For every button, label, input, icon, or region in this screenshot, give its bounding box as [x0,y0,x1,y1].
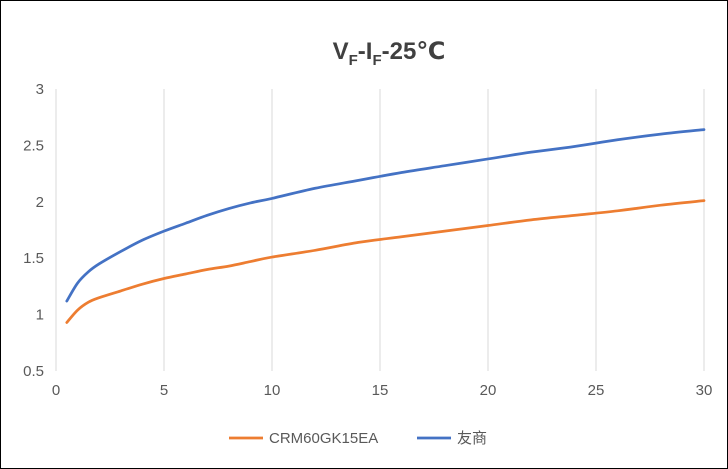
chart-title-part: -25℃ [382,38,446,65]
x-tick-label: 20 [480,382,497,399]
legend: CRM60GK15EA 友商 [229,430,487,447]
x-tick-label: 15 [372,382,389,399]
series-line-0 [65,199,706,324]
x-tick-label: 0 [52,382,60,399]
y-tick-label: 2 [36,194,44,211]
y-tick-label: 2.5 [23,137,44,154]
y-tick-label: 1 [36,307,44,324]
series-lines [65,128,706,324]
chart-title-part: F [349,52,358,69]
x-tick-label: 25 [588,382,605,399]
y-tick-label: 1.5 [23,250,44,267]
legend-label-0: CRM60GK15EA [269,430,378,447]
x-tick-label: 10 [264,382,281,399]
chart-title-part: F [372,52,381,69]
axes: 0 5 10 15 20 25 30 0.5 1 1.5 2 2.5 3 [23,81,712,399]
x-tick-label: 5 [160,382,168,399]
series-line-1 [65,128,706,303]
x-tick-label: 30 [696,382,713,399]
chart-title: VF-IF-25℃ [333,38,446,69]
chart-title-part: -I [358,38,373,65]
chart-title-part: V [333,38,349,65]
y-tick-label: 0.5 [23,363,44,380]
legend-label-1: 友商 [457,430,487,447]
grid-lines [55,89,705,371]
y-tick-label: 3 [36,81,44,98]
